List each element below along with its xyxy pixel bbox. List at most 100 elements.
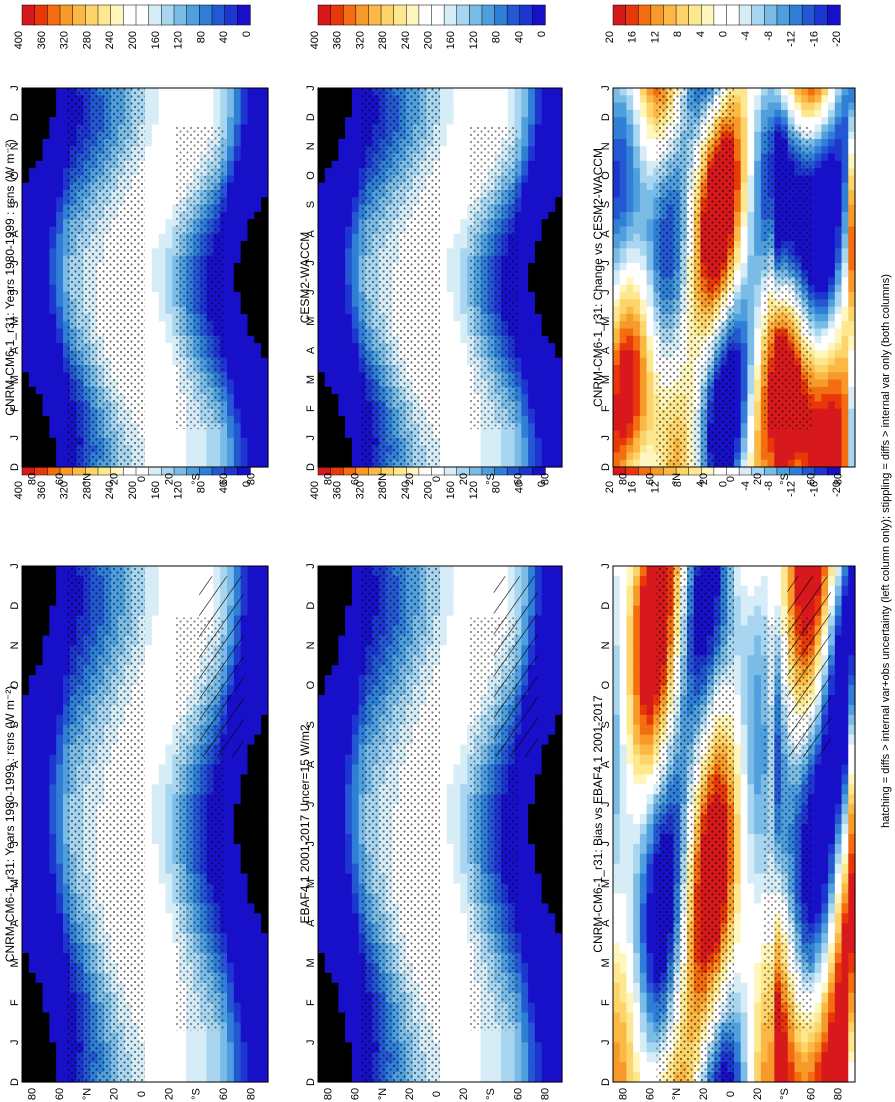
heatmap-cell: [254, 635, 262, 646]
heatmap-cell: [453, 853, 461, 865]
heatmap-cell: [747, 814, 755, 825]
heatmap-cell: [548, 804, 556, 815]
heatmap-cell: [548, 933, 556, 944]
heatmap-cell: [521, 962, 529, 974]
heatmap-cell: [206, 1032, 214, 1043]
heatmap-cell: [548, 774, 556, 785]
heatmap-cell: [331, 566, 339, 577]
heatmap-cell: [254, 873, 262, 885]
heatmap-cell: [734, 953, 742, 964]
heatmap-cell: [626, 814, 634, 825]
heatmap-cell: [351, 853, 360, 865]
heatmap-cell: [754, 883, 762, 895]
heatmap-cell: [318, 982, 326, 994]
heatmap-cell: [345, 605, 353, 617]
heatmap-cell: [351, 724, 360, 736]
heatmap-cell: [35, 645, 44, 656]
heatmap-cell: [28, 675, 37, 686]
heatmap-cell: [28, 953, 37, 964]
heatmap-cell: [331, 625, 339, 637]
heatmap-cell: [453, 1062, 461, 1073]
heatmap-cell: [541, 585, 550, 597]
heatmap-cell: [541, 863, 550, 875]
heatmap-cell: [28, 575, 37, 587]
heatmap-cell: [548, 714, 556, 726]
heatmap-cell: [747, 853, 755, 865]
heatmap-cell: [747, 1062, 755, 1073]
heatmap-cell: [42, 734, 50, 746]
heatmap-cell: [338, 714, 346, 726]
heatmap-cell: [555, 913, 563, 924]
heatmap-cell: [351, 1042, 360, 1053]
heatmap-cell: [318, 734, 326, 746]
heatmap-cell: [446, 1042, 455, 1053]
heatmap-cell: [145, 913, 153, 924]
heatmap-cell: [646, 734, 654, 746]
heatmap-cell: [318, 943, 326, 954]
heatmap-cell: [619, 1072, 628, 1083]
heatmap-cell: [351, 764, 360, 775]
month-tick-label: J: [305, 563, 317, 569]
month-tick-label: O: [9, 680, 21, 689]
heatmap-cell: [528, 853, 536, 865]
stippling: [361, 566, 440, 1082]
heatmap-cell: [613, 595, 621, 607]
heatmap-cell: [151, 923, 160, 934]
heatmap-cell: [521, 566, 529, 577]
heatmap-cell: [747, 824, 755, 835]
heatmap-cell: [35, 625, 44, 637]
heatmap-cell: [56, 734, 64, 746]
heatmap-cell: [646, 635, 654, 646]
heatmap-cell: [514, 1032, 522, 1043]
heatmap-cell: [35, 774, 44, 785]
heatmap-cell: [28, 923, 37, 934]
colorbar-label: 360: [332, 481, 344, 499]
heatmap-cell: [331, 883, 339, 895]
heatmap-cell: [460, 843, 468, 855]
heatmap-cell: [534, 575, 543, 587]
heatmap-cell: [555, 615, 563, 627]
heatmap-cell: [555, 1072, 563, 1083]
heatmap-cell: [247, 625, 255, 637]
heatmap-cell: [747, 1022, 755, 1033]
heatmap-cell: [49, 724, 57, 736]
heatmap-cell: [254, 1022, 262, 1033]
heatmap-cell: [747, 923, 755, 934]
heatmap-cell: [534, 843, 543, 855]
heatmap-cell: [467, 566, 475, 577]
heatmap-cell: [240, 804, 249, 815]
heatmap-cell: [261, 824, 269, 835]
heatmap-cell: [318, 972, 326, 984]
heatmap-cell: [158, 943, 167, 954]
heatmap-cell: [338, 625, 346, 637]
heatmap-cell: [220, 1062, 228, 1073]
heatmap-cell: [331, 863, 339, 875]
heatmap-cell: [331, 645, 339, 656]
heatmap-cell: [633, 625, 641, 637]
heatmap-cell: [247, 962, 255, 974]
heatmap-cell: [56, 635, 64, 646]
heatmap-cell: [261, 1062, 269, 1073]
heatmap-cell: [22, 794, 30, 805]
heatmap-cell: [261, 794, 269, 805]
heatmap-cell: [555, 794, 563, 805]
heatmap-cell: [460, 1012, 468, 1024]
heatmap-cell: [151, 605, 160, 617]
heatmap-cell: [619, 695, 628, 706]
heatmap-cell: [754, 744, 762, 756]
heatmap-cell: [345, 943, 353, 954]
heatmap-cell: [619, 724, 628, 736]
heatmap-cell: [541, 784, 550, 795]
heatmap-cell: [548, 704, 556, 716]
heatmap-cell: [233, 784, 242, 795]
heatmap-cell: [555, 724, 563, 736]
heatmap-cell: [747, 774, 755, 785]
heatmap-cell: [639, 1022, 648, 1033]
heatmap-cell: [35, 953, 44, 964]
heatmap-cell: [331, 665, 339, 676]
heatmap-cell: [528, 1012, 536, 1024]
heatmap-cell: [528, 873, 536, 885]
heatmap-cell: [646, 585, 654, 597]
heatmap-cell: [56, 1052, 64, 1063]
heatmap-cell: [254, 833, 262, 845]
